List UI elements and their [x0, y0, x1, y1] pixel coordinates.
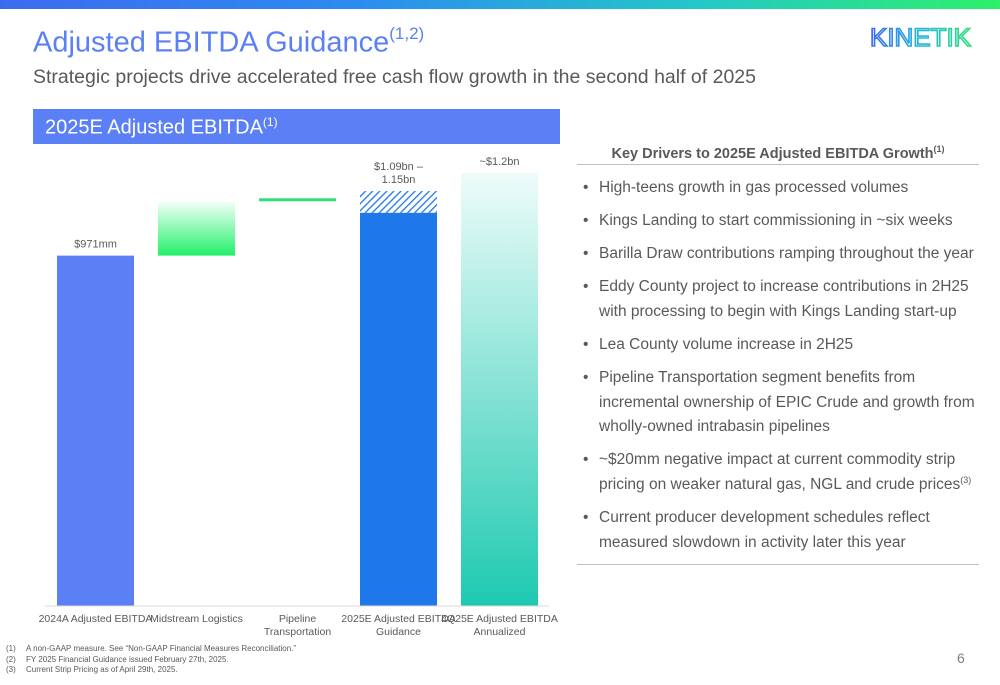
driver-item-text: ~$20mm negative impact at current commod… — [599, 451, 961, 493]
drivers-top-rule — [577, 164, 979, 165]
category-label-midstream-logistics: Midstream Logistics — [150, 613, 243, 625]
drivers-list: High-teens growth in gas processed volum… — [583, 176, 983, 564]
data-label-2025e-adjusted-ebitda-guidance: $1.09bn –1.15bn — [374, 161, 424, 186]
driver-item-text: Pipeline Transportation segment benefits… — [599, 369, 975, 436]
page-title: Adjusted EBITDA Guidance(1,2) — [33, 24, 425, 59]
category-label-pipeline-transportation: Pipeline Transportation — [264, 613, 331, 638]
driver-item-text: Lea County volume increase in 2H25 — [599, 335, 854, 353]
driver-item: Kings Landing to start commissioning in … — [583, 209, 983, 234]
driver-item-footnote-ref: (3) — [960, 474, 972, 485]
driver-item: Pipeline Transportation segment benefits… — [583, 366, 983, 440]
category-label-2025e-adjusted-ebitda-guidance: 2025E Adjusted EBITDA Guidance — [341, 613, 455, 638]
kinetik-logo: KINETIK — [870, 24, 972, 50]
driver-item-text: Current producer development schedules r… — [599, 509, 930, 551]
driver-item-text: Kings Landing to start commissioning in … — [599, 212, 953, 230]
bar-2024a-adjusted-ebitda — [57, 255, 134, 606]
category-label-4q25e-adjusted-ebitda-annualized: 4Q25E Adjusted EBITDA Annualized — [441, 613, 558, 638]
footnote: (2) FY 2025 Financial Guidance issued Feb… — [6, 655, 296, 666]
data-label-2024a-adjusted-ebitda: $971mm — [74, 239, 117, 251]
footnote: (3) Current Strip Pricing as of April 29t… — [6, 665, 296, 676]
footnote-text: Current Strip Pricing as of April 29th, … — [26, 665, 178, 674]
footnotes: (1) A non-GAAP measure. See “Non-GAAP Fin… — [6, 644, 296, 676]
driver-item: Lea County volume increase in 2H25 — [583, 333, 983, 358]
bar-2025e-adjusted-ebitda-guidance — [360, 212, 437, 607]
driver-item: Eddy County project to increase contribu… — [583, 275, 983, 324]
page-subtitle: Strategic projects drive accelerated fre… — [33, 66, 756, 88]
footnote-number: (3) — [6, 665, 16, 674]
footnote-text: A non-GAAP measure. See “Non-GAAP Financ… — [26, 644, 297, 653]
driver-item: Current producer development schedules r… — [583, 506, 983, 555]
bar-pipeline-transportation — [259, 198, 336, 202]
data-label-4q25e-adjusted-ebitda-annualized: ~$1.2bn — [479, 156, 519, 168]
bar-4q25e-adjusted-ebitda-annualized — [461, 173, 538, 606]
driver-item-text: High-teens growth in gas processed volum… — [599, 179, 909, 196]
footnote-number: (1) — [6, 644, 16, 653]
drivers-bottom-rule — [577, 564, 979, 565]
bar-2025e-adjusted-ebitda-guidance-range — [360, 191, 437, 213]
driver-item: ~$20mm negative impact at current commod… — [583, 448, 983, 497]
page-number: 6 — [957, 650, 965, 666]
section-header-bar: 2025E Adjusted EBITDA(1) — [33, 109, 560, 144]
top-gradient-strip — [0, 0, 1000, 9]
driver-item: Barilla Draw contributions ramping throu… — [583, 242, 983, 267]
driver-item: High-teens growth in gas processed volum… — [583, 176, 983, 201]
category-label-2024a-adjusted-ebitda: 2024A Adjusted EBITDA — [39, 613, 153, 625]
logo-wordmark: KINETIK — [870, 24, 971, 50]
footnote: (1) A non-GAAP measure. See “Non-GAAP Fin… — [6, 644, 296, 655]
drivers-title: Key Drivers to 2025E Adjusted EBITDA Gro… — [611, 144, 945, 162]
driver-item-text: Eddy County project to increase contribu… — [599, 278, 969, 320]
footnote-text: FY 2025 Financial Guidance issued Februa… — [26, 654, 229, 664]
driver-item-text: Barilla Draw contributions ramping throu… — [599, 245, 974, 263]
bar-midstream-logistics — [158, 201, 235, 256]
footnote-number: (2) — [6, 654, 16, 664]
